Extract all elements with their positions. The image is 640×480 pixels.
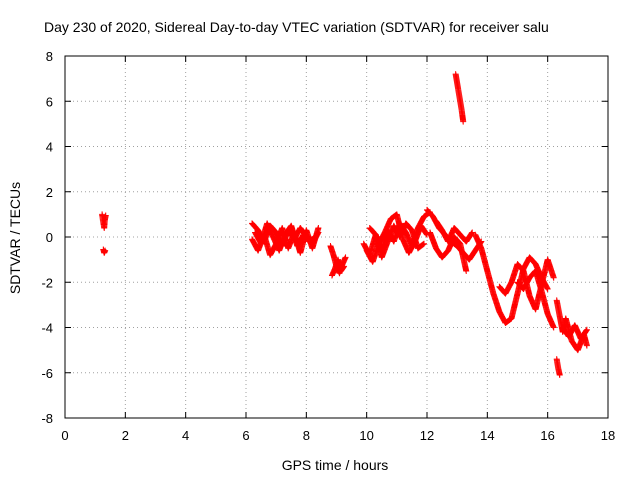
- data-point: [550, 274, 557, 281]
- x-tick-label: 2: [122, 428, 129, 443]
- x-tick-label: 4: [182, 428, 189, 443]
- x-tick-label: 18: [601, 428, 615, 443]
- data-point: [583, 342, 590, 349]
- data-point: [341, 263, 348, 270]
- plot-frame: [64, 55, 609, 419]
- x-tick-label: 16: [540, 428, 554, 443]
- x-tick-label: 12: [420, 428, 434, 443]
- data-point: [460, 118, 467, 125]
- x-tick-label: 8: [303, 428, 310, 443]
- y-tick-label: 4: [46, 140, 53, 155]
- data-point: [463, 267, 470, 274]
- x-tick-label: 10: [359, 428, 373, 443]
- y-tick-label: -8: [41, 411, 53, 426]
- data-point: [583, 326, 590, 333]
- x-tick-label: 6: [242, 428, 249, 443]
- data-point: [556, 372, 563, 379]
- data-point: [550, 324, 557, 331]
- y-tick-label: 2: [46, 185, 53, 200]
- data-point: [419, 241, 426, 248]
- data-point: [544, 286, 551, 293]
- data-point: [315, 224, 322, 231]
- data-points: [99, 71, 590, 379]
- y-tick-label: -6: [41, 366, 53, 381]
- y-tick-label: 8: [46, 49, 53, 64]
- data-point: [311, 235, 318, 242]
- data-point: [420, 240, 427, 247]
- x-tick-label: 14: [480, 428, 494, 443]
- data-point: [469, 229, 476, 236]
- data-point: [102, 212, 109, 219]
- axis-ticks: 0 2 4 6 8 10 12 14 16 18 8 6 4 2 0 -2 -4 -6 -8: [41, 49, 615, 443]
- data-point: [340, 264, 347, 271]
- y-tick-label: 6: [46, 94, 53, 109]
- data-point: [420, 241, 427, 248]
- y-axis-label: SDTVAR / TECUs: [7, 182, 23, 294]
- data-point: [312, 234, 319, 240]
- data-point: [311, 234, 318, 241]
- x-tick-label: 0: [61, 428, 68, 443]
- chart-title: Day 230 of 2020, Sidereal Day-to-day VTE…: [44, 19, 549, 35]
- data-point: [342, 254, 349, 261]
- y-tick-label: -2: [41, 275, 53, 290]
- y-tick-label: -4: [41, 321, 53, 336]
- y-tick-label: 0: [46, 230, 53, 245]
- x-axis-label: GPS time / hours: [282, 457, 389, 473]
- data-point: [102, 247, 109, 254]
- grid: [65, 56, 608, 418]
